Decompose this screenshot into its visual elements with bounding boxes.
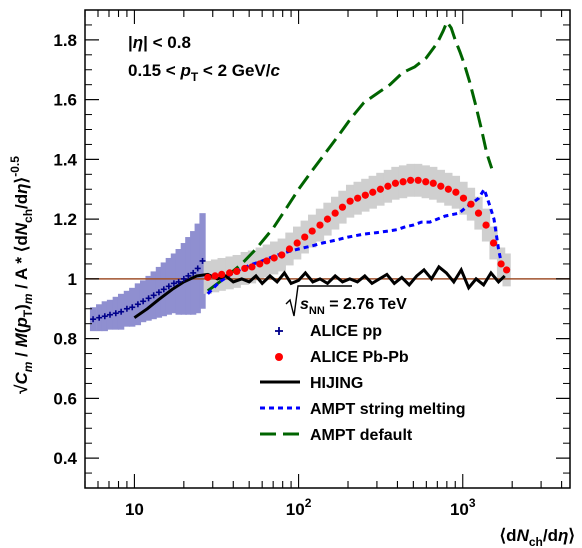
pt-cut-label: 0.15 < pT < 2 GeV/c bbox=[128, 61, 281, 84]
pbpb-point bbox=[285, 245, 294, 253]
pbpb-point bbox=[444, 185, 452, 193]
pp-point bbox=[140, 298, 147, 305]
x-axis-title: ⟨dNch/dη⟩ bbox=[500, 526, 575, 548]
legend-swatch-pbpb bbox=[275, 353, 283, 361]
legend-label: AMPT default bbox=[310, 427, 413, 444]
svg-text:√Cm / M(pT)m / A * ⟨dNch/d: √Cm / M(pT)m / A * ⟨dNch/dη⟩-0.5 bbox=[8, 156, 35, 394]
pp-point bbox=[170, 280, 177, 287]
y-tick-label: 1.6 bbox=[53, 91, 77, 110]
energy-label: sNN = 2.76 TeV bbox=[285, 285, 407, 317]
ampt-string-melting-line bbox=[206, 185, 505, 295]
pbpb-point bbox=[248, 263, 256, 271]
pbpb-point bbox=[256, 260, 264, 268]
pp-point bbox=[180, 275, 187, 282]
pbpb-point bbox=[241, 264, 249, 273]
pp-point bbox=[175, 278, 182, 285]
y-tick-label: 1.4 bbox=[53, 150, 77, 169]
legend-entry: ALICE Pb-Pb bbox=[275, 349, 409, 366]
pbpb-point bbox=[369, 188, 377, 196]
pp-point bbox=[129, 304, 136, 311]
pbpb-point bbox=[233, 267, 241, 276]
pp-point bbox=[123, 305, 130, 312]
legend-entry: AMPT string melting bbox=[260, 401, 466, 418]
pp-point bbox=[150, 292, 157, 299]
pp-point bbox=[107, 311, 114, 318]
pp-point bbox=[199, 257, 206, 264]
pbpb-point bbox=[323, 215, 332, 223]
pbpb-point bbox=[263, 257, 271, 265]
pbpb-point bbox=[211, 272, 219, 280]
pbpb-point bbox=[497, 260, 505, 268]
legend: ALICE pp ALICE Pb-Pb HIJING AMPT string mel… bbox=[260, 323, 466, 444]
pbpb-point bbox=[301, 233, 309, 241]
pbpb-point bbox=[452, 188, 460, 196]
y-tick-label: 0.6 bbox=[53, 389, 77, 408]
pbpb-point bbox=[503, 266, 511, 274]
pbpb-point bbox=[316, 221, 324, 229]
y-tick-label: 1 bbox=[68, 270, 77, 289]
data-markers bbox=[90, 176, 511, 323]
x-tick-label: 102 bbox=[286, 496, 312, 519]
pbpb-point bbox=[338, 203, 347, 211]
legend-label: ALICE Pb-Pb bbox=[310, 349, 409, 366]
pbpb-point bbox=[482, 221, 490, 229]
pbpb-point bbox=[429, 179, 437, 187]
pbpb-point bbox=[489, 239, 498, 247]
eta-cut-label: |η| < 0.8 bbox=[128, 33, 191, 52]
y-tick-label: 0.8 bbox=[53, 330, 77, 349]
pbpb-point bbox=[467, 200, 475, 208]
legend-label: AMPT string melting bbox=[310, 401, 466, 418]
y-tick-label: 1.8 bbox=[53, 31, 77, 50]
pp-point bbox=[96, 314, 103, 321]
pp-point bbox=[101, 313, 108, 320]
pp-point bbox=[194, 265, 201, 272]
axes: 0.4 0.6 0.8 1 1.2 1.4 1.6 1.8 10 102 103 bbox=[53, 10, 570, 519]
pbpb-point bbox=[361, 191, 369, 199]
pbpb-point bbox=[414, 176, 422, 184]
pbpb-point bbox=[391, 179, 400, 187]
pbpb-point bbox=[226, 269, 234, 277]
pbpb-point bbox=[399, 178, 407, 186]
pbpb-point bbox=[406, 176, 415, 184]
pbpb-point bbox=[204, 273, 212, 281]
y-tick-label: 1.2 bbox=[53, 210, 77, 229]
pp-point bbox=[165, 283, 172, 290]
pbpb-point bbox=[384, 182, 392, 190]
legend-entry: ALICE pp bbox=[275, 323, 382, 340]
pp-point bbox=[118, 308, 125, 315]
pp-point bbox=[134, 301, 141, 308]
svg-text:sNN = 2.76 TeV: sNN = 2.76 TeV bbox=[300, 296, 407, 317]
pbpb-point bbox=[218, 270, 226, 278]
ampt-default-line bbox=[206, 18, 494, 293]
pbpb-point bbox=[354, 194, 362, 202]
pp-point bbox=[160, 286, 167, 293]
pbpb-point bbox=[278, 251, 286, 259]
pbpb-point bbox=[437, 182, 445, 190]
pbpb-point bbox=[346, 197, 354, 205]
pp-point bbox=[112, 310, 119, 317]
pbpb-point bbox=[293, 239, 301, 247]
pbpb-point bbox=[376, 185, 384, 193]
pbpb-point bbox=[308, 227, 316, 235]
legend-label: HIJING bbox=[310, 375, 363, 392]
pp-point bbox=[190, 269, 197, 276]
svg-text:⟨dNch/dη⟩: ⟨dNch/dη⟩ bbox=[500, 526, 575, 548]
pp-point bbox=[185, 272, 192, 279]
pp-point bbox=[90, 316, 97, 323]
legend-label: ALICE pp bbox=[310, 323, 382, 340]
y-tick-label: 0.4 bbox=[53, 449, 77, 468]
pp-point bbox=[155, 289, 162, 296]
x-tick-label: 10 bbox=[125, 500, 144, 519]
pbpb-point bbox=[459, 194, 468, 202]
legend-entry: HIJING bbox=[260, 375, 363, 392]
pbpb-point bbox=[270, 254, 278, 262]
pbpb-point bbox=[422, 178, 430, 186]
pp-point bbox=[145, 295, 152, 302]
pbpb-point bbox=[331, 209, 339, 217]
legend-entry: AMPT default bbox=[260, 427, 413, 444]
x-tick-label: 103 bbox=[450, 496, 476, 519]
pbpb-point bbox=[474, 209, 483, 217]
y-axis-title: √Cm / M(pT)m / A * ⟨dNch/dη⟩-0.5 bbox=[8, 156, 35, 394]
